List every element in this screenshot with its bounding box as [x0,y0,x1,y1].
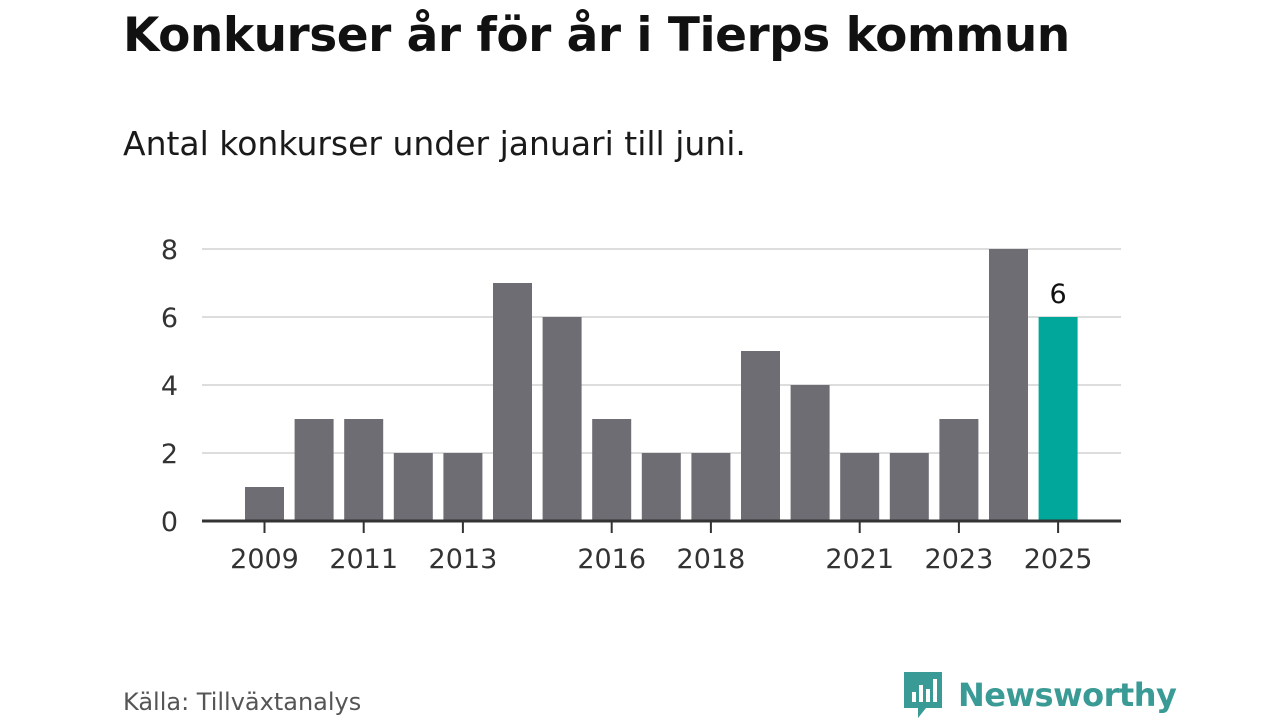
x-tick-label: 2013 [429,544,498,575]
bar-chart: 0 2 4 6 8 2009 2011 2013 2016 2018 2021 2023 2025 6 [161,235,1121,575]
bar-2019 [741,351,780,521]
x-tick-label: 2025 [1024,544,1093,575]
bar-2017 [641,453,681,521]
bar-2011 [344,419,384,521]
bar-2024 [989,249,1028,521]
x-tick-label: 2016 [577,544,646,575]
bar-2015 [542,317,582,521]
bar-2023 [939,419,979,521]
x-tick-label: 2023 [925,544,994,575]
y-tick-label: 6 [161,303,178,334]
data-label: 6 [1050,279,1067,310]
chart-title: Konkurser år för år i Tierps kommun [123,8,1070,63]
y-tick-label: 8 [161,235,178,266]
bar-chart-bubble-icon [904,672,942,718]
bar-2012 [393,453,433,521]
x-tick-label: 2011 [329,544,398,575]
bar-2022 [889,453,929,521]
bar-2016 [592,419,632,521]
bar-2010 [294,419,334,521]
chart-subtitle: Antal konkurser under januari till juni. [123,124,746,163]
y-tick-label: 2 [161,439,178,470]
bar-2009 [245,487,284,521]
brand-name: Newsworthy [958,676,1177,714]
bar-2025 [1038,317,1078,521]
bar-2021 [840,453,880,521]
bar-2018 [691,453,731,521]
x-tick-label: 2009 [230,544,299,575]
x-tick-label: 2018 [677,544,746,575]
x-tick-label: 2021 [825,544,894,575]
bar-2013 [443,453,483,521]
bar-2020 [790,385,830,521]
bar-2014 [493,283,532,521]
newsworthy-logo: Newsworthy [902,670,1177,720]
y-tick-label: 0 [161,507,178,538]
source-note: Källa: Tillväxtanalys [123,688,362,716]
y-tick-label: 4 [161,371,178,402]
